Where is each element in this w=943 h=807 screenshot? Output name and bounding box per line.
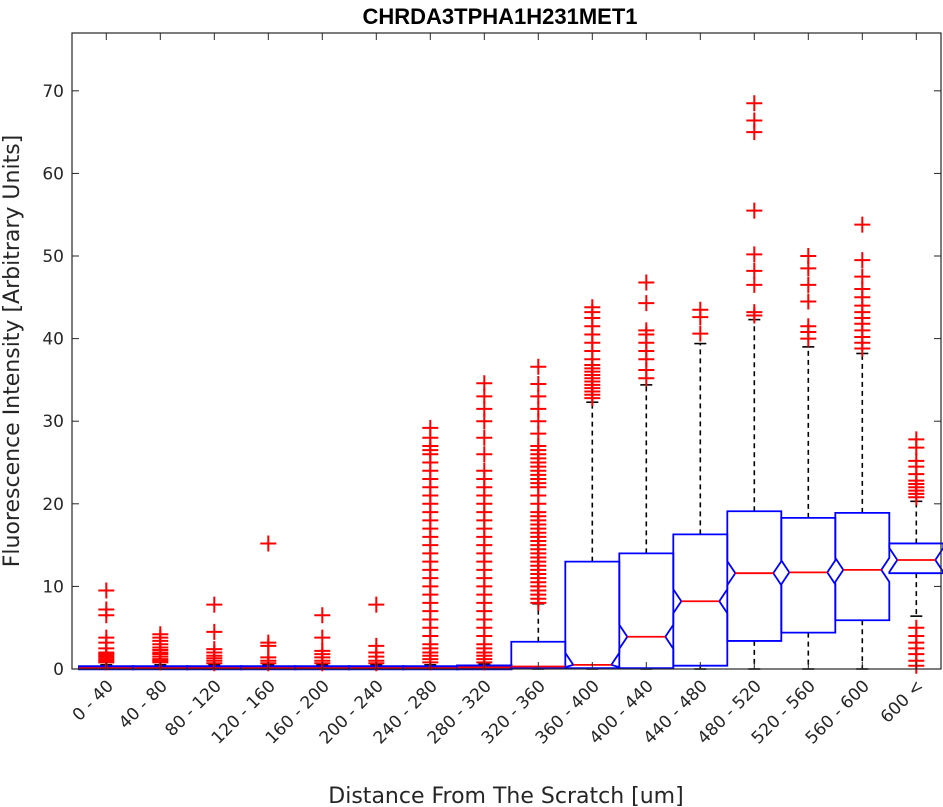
outlier-marker [746, 304, 763, 321]
box-body [888, 542, 943, 575]
outlier-marker [800, 276, 817, 293]
box-group [834, 216, 891, 670]
plot-area [78, 95, 943, 674]
outlier-marker [98, 601, 115, 618]
outlier-marker [800, 293, 817, 310]
outlier-marker [854, 268, 871, 285]
outlier-marker [476, 462, 493, 479]
outlier-marker [368, 596, 385, 613]
box-body [672, 533, 729, 667]
box-group [780, 248, 837, 670]
outlier-marker [746, 262, 763, 279]
outlier-marker [314, 629, 331, 646]
outlier-marker [692, 301, 709, 318]
box-body [618, 552, 675, 670]
outlier-marker [854, 216, 871, 233]
outlier-marker [692, 325, 709, 342]
outlier-marker [152, 626, 169, 643]
outlier-marker [476, 375, 493, 392]
box-group [726, 95, 783, 670]
outlier-marker [584, 299, 601, 316]
outlier-marker [530, 358, 547, 375]
box-group [240, 535, 297, 672]
outlier-marker [206, 623, 223, 640]
plot-frame [71, 32, 942, 670]
box-group [672, 301, 729, 670]
box-group [78, 582, 135, 671]
x-axis-label: Distance From The Scratch [um] [328, 784, 683, 807]
outlier-marker [638, 274, 655, 291]
outlier-marker [746, 112, 763, 129]
outlier-marker [638, 322, 655, 339]
outlier-marker [746, 95, 763, 112]
outlier-marker [854, 252, 871, 269]
y-axis-label: Fluorescence Intensity [Arbitrary Units] [0, 135, 25, 567]
y-tick-label: 10 [42, 577, 64, 597]
outlier-marker [368, 637, 385, 654]
box-group [456, 375, 513, 671]
outlier-marker [260, 535, 277, 552]
outlier-marker [206, 596, 223, 613]
outlier-marker [476, 429, 493, 446]
outlier-marker [908, 431, 925, 448]
box-group [294, 607, 351, 672]
box-body [726, 510, 783, 642]
box-body [564, 560, 621, 670]
outlier-marker [800, 248, 817, 265]
x-tick-label: 600 < [877, 676, 928, 727]
outlier-marker [908, 619, 925, 636]
chart-title: CHRDA3TPHA1H231MET1 [362, 4, 637, 29]
box-group [510, 358, 567, 670]
y-tick-label: 20 [42, 495, 64, 515]
outlier-marker [746, 276, 763, 293]
outlier-marker [314, 607, 331, 624]
box-group [402, 419, 459, 671]
outlier-marker [98, 582, 115, 599]
outlier-marker [98, 629, 115, 646]
outlier-marker [800, 318, 817, 335]
outlier-marker [746, 246, 763, 263]
outlier-marker [422, 419, 439, 436]
box-group [888, 431, 943, 674]
box-body [780, 516, 837, 634]
outlier-marker [206, 641, 223, 658]
box-group [618, 274, 675, 670]
y-axis: 0 10 20 30 40 50 60 70 [42, 82, 941, 680]
outlier-marker [476, 446, 493, 463]
y-tick-label: 0 [53, 660, 64, 680]
outlier-marker [638, 295, 655, 312]
box-group [348, 596, 405, 672]
box-group [186, 596, 243, 672]
outlier-marker [530, 376, 547, 393]
y-tick-label: 70 [42, 82, 64, 102]
outlier-marker [260, 634, 277, 651]
x-tick-label: 0 - 40 [69, 676, 118, 725]
box-body [834, 511, 891, 622]
box-group [564, 299, 621, 670]
y-tick-label: 30 [42, 412, 64, 432]
y-tick-label: 40 [42, 330, 64, 350]
y-tick-label: 60 [42, 164, 64, 184]
y-tick-label: 50 [42, 247, 64, 267]
outlier-marker [746, 202, 763, 219]
